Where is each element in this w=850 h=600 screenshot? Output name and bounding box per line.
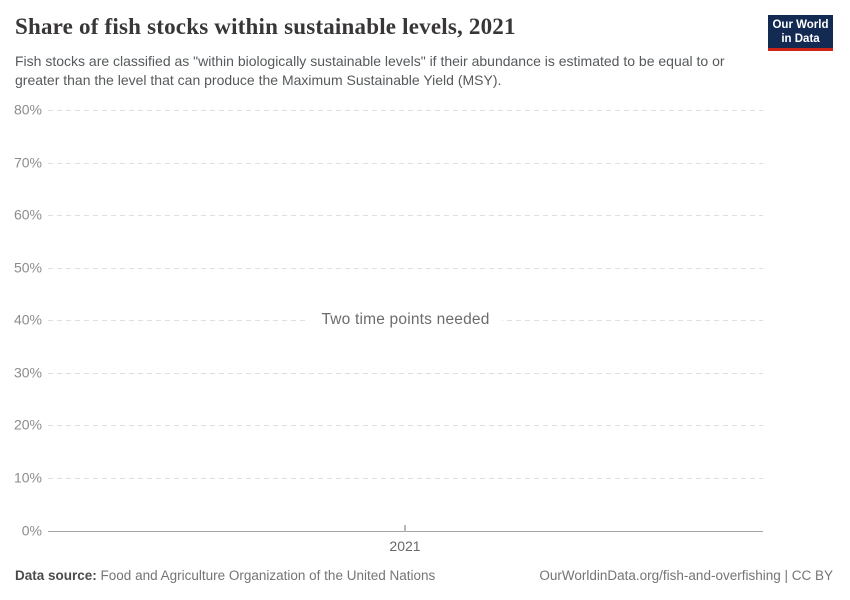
- chart-subtitle: Fish stocks are classified as "within bi…: [15, 53, 725, 88]
- owid-logo[interactable]: Our World in Data: [768, 15, 833, 51]
- gridline-50: [48, 268, 763, 269]
- owid-logo-line1: Our World: [772, 19, 829, 31]
- gridline-30: [48, 373, 763, 374]
- y-axis-tick-label: 70%: [13, 154, 42, 171]
- x-axis-line: [48, 531, 763, 532]
- empty-state-message-text: Two time points needed: [309, 309, 502, 331]
- empty-state-message: Two time points needed: [48, 309, 763, 331]
- gridline-60: [48, 215, 763, 216]
- x-axis-tick: [404, 525, 406, 532]
- gridline-20: [48, 425, 763, 426]
- gridline-80: [48, 110, 763, 111]
- y-axis-tick-label: 50%: [13, 259, 42, 276]
- gridline-70: [48, 163, 763, 164]
- y-axis-tick-label: 40%: [13, 311, 42, 328]
- data-source-value: Food and Agriculture Organization of the…: [100, 568, 436, 583]
- x-axis-year-label: 2021: [389, 538, 421, 554]
- gridline-10: [48, 478, 763, 479]
- y-axis-tick-label: 20%: [13, 416, 42, 433]
- data-source: Data source: Food and Agriculture Organi…: [15, 568, 435, 583]
- y-axis-tick-label: 30%: [13, 364, 42, 381]
- owid-logo-line2: in Data: [781, 33, 820, 45]
- y-axis-tick-label: 80%: [13, 101, 42, 118]
- y-axis-tick-label: 10%: [13, 469, 42, 486]
- chart-footer: Data source: Food and Agriculture Organi…: [15, 568, 833, 583]
- y-axis-tick-label: 60%: [13, 206, 42, 223]
- footer-link[interactable]: OurWorldinData.org/fish-and-overfishing …: [539, 568, 833, 583]
- data-source-label: Data source:: [15, 568, 97, 583]
- page-title: Share of fish stocks within sustainable …: [15, 14, 516, 39]
- y-axis-tick-label: 0%: [21, 522, 42, 539]
